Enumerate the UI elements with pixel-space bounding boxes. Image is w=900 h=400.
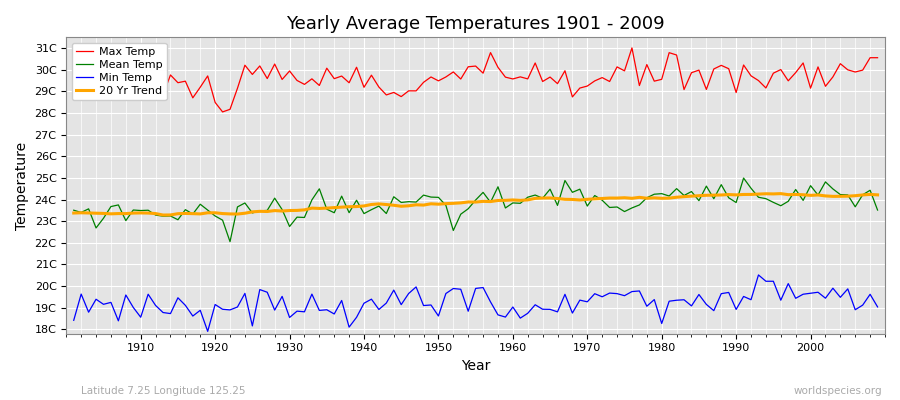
Mean Temp [299, 215, 310, 220]
20 Yr Trend [776, 191, 787, 196]
20 Yr Trend [68, 211, 79, 216]
Text: Latitude 7.25 Longitude 125.25: Latitude 7.25 Longitude 125.25 [81, 386, 246, 396]
Max Temp [299, 82, 310, 87]
Mean Temp [68, 208, 79, 213]
Min Temp [872, 304, 883, 309]
Mean Temp [225, 239, 236, 244]
Mean Temp [738, 176, 749, 180]
Y-axis label: Temperature: Temperature [15, 142, 29, 230]
20 Yr Trend [515, 198, 526, 203]
X-axis label: Year: Year [461, 359, 491, 373]
Text: worldspecies.org: worldspecies.org [794, 386, 882, 396]
Min Temp [202, 329, 213, 334]
Mean Temp [515, 201, 526, 206]
Max Temp [217, 110, 228, 114]
Min Temp [128, 305, 139, 310]
Max Temp [604, 79, 615, 84]
Max Temp [872, 55, 883, 60]
Line: Max Temp: Max Temp [74, 48, 878, 112]
Max Temp [626, 46, 637, 50]
Mean Temp [508, 200, 518, 205]
20 Yr Trend [158, 213, 168, 218]
Line: 20 Yr Trend: 20 Yr Trend [74, 194, 878, 215]
Min Temp [604, 291, 615, 296]
Mean Temp [128, 208, 139, 212]
Max Temp [344, 80, 355, 85]
Max Temp [515, 74, 526, 79]
Max Temp [68, 73, 79, 78]
20 Yr Trend [299, 208, 310, 212]
Min Temp [515, 316, 526, 320]
20 Yr Trend [872, 192, 883, 197]
Mean Temp [604, 205, 615, 210]
Max Temp [508, 76, 518, 81]
Min Temp [753, 272, 764, 277]
Line: Min Temp: Min Temp [74, 275, 878, 331]
Line: Mean Temp: Mean Temp [74, 178, 878, 242]
20 Yr Trend [604, 196, 615, 200]
Title: Yearly Average Temperatures 1901 - 2009: Yearly Average Temperatures 1901 - 2009 [286, 15, 665, 33]
Max Temp [128, 82, 139, 87]
Mean Temp [344, 210, 355, 215]
Legend: Max Temp, Mean Temp, Min Temp, 20 Yr Trend: Max Temp, Mean Temp, Min Temp, 20 Yr Tre… [72, 43, 166, 100]
20 Yr Trend [508, 198, 518, 202]
Min Temp [344, 325, 355, 330]
20 Yr Trend [128, 211, 139, 216]
Mean Temp [872, 208, 883, 212]
Min Temp [508, 305, 518, 310]
Min Temp [299, 309, 310, 314]
20 Yr Trend [344, 204, 355, 209]
Min Temp [68, 318, 79, 323]
